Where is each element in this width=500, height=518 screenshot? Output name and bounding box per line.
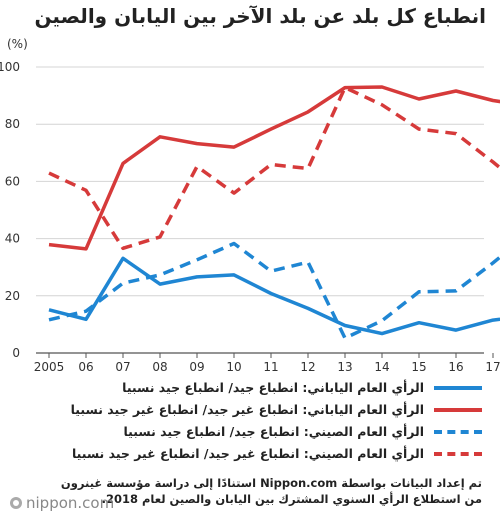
brand-mark-icon	[10, 497, 22, 509]
source-line-1: تم إعداد البيانات بواسطة Nippon.com استن…	[60, 476, 482, 490]
legend-swatch-china-good	[434, 429, 482, 434]
legend-swatch-japan-bad	[434, 407, 482, 412]
x-tick-label: 14	[374, 360, 389, 374]
brand-text: nippon.com	[26, 494, 115, 512]
legend-swatch-china-bad	[434, 451, 482, 456]
x-tick-label: 15	[411, 360, 426, 374]
legend-item-china-good: الرأي العام الصيني: انطباع جيد/ انطباع ج…	[12, 422, 482, 441]
legend-item-china-bad: الرأي العام الصيني: انطباع غير جيد/ انطب…	[12, 444, 482, 463]
x-tick-label: 16	[448, 360, 463, 374]
x-tick-label: 12	[300, 360, 315, 374]
x-tick-label: 06	[78, 360, 93, 374]
x-tick-label: 17	[485, 360, 500, 374]
y-tick-label: 20	[5, 289, 20, 303]
x-tick-label: 07	[115, 360, 130, 374]
legend-item-japan-bad: الرأي العام الياباني: انطباع غير جيد/ ان…	[12, 400, 482, 419]
source-note: تم إعداد البيانات بواسطة Nippon.com استن…	[61, 475, 482, 507]
x-tick-label: 08	[152, 360, 167, 374]
brand-logo: nippon.com	[10, 494, 114, 512]
series-line-2	[48, 241, 500, 340]
chart-title: انطباع كل بلد عن بلد الآخر بين اليابان و…	[34, 4, 486, 28]
source-line-2: من استطلاع الرأي السنوي المشترك بين اليا…	[101, 492, 482, 506]
legend-item-japan-good: الرأي العام الياباني: انطباع جيد/ انطباع…	[12, 378, 482, 397]
x-tick-label: 13	[337, 360, 352, 374]
series-line-3	[48, 85, 500, 251]
y-axis-unit: (%)	[7, 37, 28, 51]
legend-swatch-japan-good	[434, 385, 482, 390]
y-tick-label: 40	[5, 232, 20, 246]
y-tick-label: 60	[5, 174, 20, 188]
y-tick-label: 0	[12, 346, 20, 360]
x-tick-label: 11	[263, 360, 278, 374]
legend-label-china-bad: الرأي العام الصيني: انطباع غير جيد/ انطب…	[71, 446, 424, 461]
legend-label-japan-good: الرأي العام الياباني: انطباع جيد/ انطباع…	[122, 380, 424, 395]
series-line-1	[48, 85, 500, 251]
series-line-0	[48, 256, 500, 336]
line-chart: 0 20 40 60 80 100 (%) 2005 06 07 08 09 10 11 12 13 14 15…	[0, 37, 500, 374]
legend-label-china-good: الرأي العام الصيني: انطباع جيد/ انطباع ج…	[123, 424, 424, 439]
x-tick-label: 10	[226, 360, 241, 374]
y-tick-label: 80	[5, 117, 20, 131]
y-tick-label: 100	[0, 60, 20, 74]
x-tick-label: 2005	[34, 360, 65, 374]
legend-label-japan-bad: الرأي العام الياباني: انطباع غير جيد/ ان…	[70, 402, 424, 417]
chart-legend: الرأي العام الياباني: انطباع جيد/ انطباع…	[12, 378, 482, 466]
x-tick-label: 09	[189, 360, 204, 374]
